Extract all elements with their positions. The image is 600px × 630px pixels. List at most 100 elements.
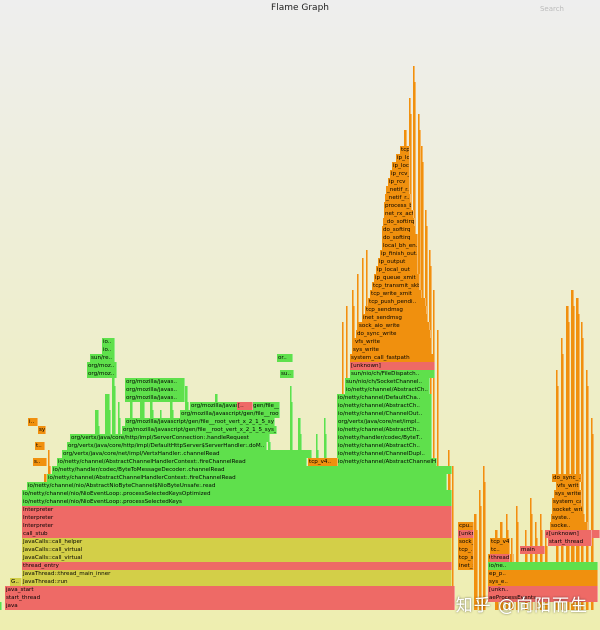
stack-frame[interactable]: do_softirq [382, 234, 418, 242]
stack-frame[interactable]: io/netty/handler/codec/ByteT.. [337, 434, 432, 442]
stack-frame[interactable]: ip_local_ [396, 154, 410, 162]
stack-frame[interactable]: sys_write [554, 490, 582, 498]
stack-frame[interactable]: ip_queue_xmit [374, 274, 420, 282]
stack-frame[interactable]: JavaCalls::call_virtual [22, 554, 452, 562]
stack-frame[interactable]: io/netty/channel/AbstractCh.. [337, 426, 432, 434]
stack-frame[interactable]: io/ne.. [488, 562, 598, 570]
stack-frame[interactable]: java [5, 602, 455, 610]
stack-frame[interactable]: tcp_v4_rcv [400, 146, 410, 154]
stack-frame[interactable]: JavaCalls::call_virtual [22, 546, 452, 554]
stack-frame[interactable]: org/moz.. [87, 362, 117, 370]
stack-frame[interactable]: tcp_sen.. [458, 554, 474, 562]
stack-frame[interactable]: org/moz.. [87, 370, 117, 378]
stack-frame[interactable]: G.. [10, 578, 22, 586]
stack-frame[interactable]: _netif_r.. [386, 186, 410, 194]
stack-frame[interactable]: or.. [277, 354, 293, 362]
stack-frame[interactable]: io/netty/channel/AbstractChannelHandlerC… [57, 458, 307, 466]
stack-frame[interactable]: ip_local.. [392, 162, 410, 170]
stack-frame[interactable]: thread_main [490, 554, 510, 562]
stack-frame[interactable]: JavaCalls::call_helper [22, 538, 452, 546]
stack-frame[interactable]: tcp_.. [458, 546, 474, 554]
stack-frame[interactable]: _do_softirq [383, 218, 415, 226]
stack-frame[interactable]: start_thread [5, 594, 455, 602]
stack-frame[interactable]: tcp_v4.. [308, 458, 338, 466]
stack-frame[interactable]: tcp_v4.. [490, 538, 510, 546]
stack-frame[interactable]: org/vertx/java/core/http/impl/DefaultHtt… [67, 442, 267, 450]
stack-frame[interactable]: inet_se.. [458, 562, 474, 570]
stack-frame[interactable]: org/vertx/java/core/net/impl.. [337, 418, 432, 426]
stack-frame[interactable]: t.. [35, 442, 45, 450]
stack-frame[interactable]: do_sync_write [356, 330, 431, 338]
stack-frame[interactable]: org/mozilla/javascript/gen/file__root_ve… [180, 410, 280, 418]
stack-frame[interactable]: io/netty/channel/ChannelDupl.. [337, 450, 432, 458]
stack-frame[interactable]: inet_sendmsg [362, 314, 428, 322]
stack-frame[interactable]: thread_entry [22, 562, 452, 570]
stack-frame[interactable]: java_start [5, 586, 455, 594]
stack-frame[interactable]: io/netty/channel/AbstractChannelHandlerC… [337, 458, 437, 466]
stack-frame[interactable]: io.. [102, 338, 115, 346]
stack-frame[interactable]: vfs_write [354, 338, 432, 346]
stack-frame[interactable]: _netif_r.. [385, 194, 411, 202]
stack-frame[interactable]: io/netty/channel/nio/AbstractNioByteChan… [27, 482, 447, 490]
stack-frame[interactable]: do_sync_.. [552, 474, 582, 482]
stack-frame[interactable]: socket_wri.. [552, 506, 584, 514]
stack-frame[interactable]: org/mozilla/javascript/gen/file__root_ve… [122, 426, 277, 434]
stack-frame[interactable]: tcp_push_pendi.. [368, 298, 426, 306]
stack-frame[interactable]: [unknown] [548, 530, 592, 538]
stack-frame[interactable]: tcp_sendmsg [365, 306, 427, 314]
stack-frame[interactable]: sock_aio.. [458, 538, 474, 546]
stack-frame[interactable]: [unkn.. [488, 586, 598, 594]
stack-frame[interactable]: su.. [280, 370, 294, 378]
stack-frame[interactable]: io/netty/channel/ChannelOut.. [337, 410, 432, 418]
stack-frame[interactable]: Interpreter [22, 522, 452, 530]
stack-frame[interactable]: ip_rcv [388, 178, 410, 186]
stack-frame[interactable]: main [520, 546, 545, 554]
stack-frame[interactable]: ip_rcv_fi.. [390, 170, 410, 178]
stack-frame[interactable]: syst.. [38, 426, 46, 434]
stack-frame[interactable]: org/mozilla/javascript/gen/file__root_ve… [190, 402, 280, 410]
stack-frame[interactable]: org/vertx/java/core/http/impl/ServerConn… [70, 434, 270, 442]
stack-frame[interactable]: socke.. [550, 522, 588, 530]
stack-frame[interactable]: org/mozilla/javas.. [125, 378, 185, 386]
search-button[interactable]: Search [539, 5, 564, 13]
stack-frame[interactable]: system_ca.. [552, 498, 582, 506]
stack-frame[interactable]: sys_write [352, 346, 432, 354]
stack-frame[interactable]: io/netty/channel/AbstractChannelHandlerC… [47, 474, 447, 482]
stack-frame[interactable]: sock_aio_write [358, 322, 430, 330]
stack-frame[interactable]: cpu.. [458, 522, 474, 530]
stack-frame[interactable]: system_call_fastpath [350, 354, 435, 362]
stack-frame[interactable]: io/netty/channel/nio/NioEventLoop:.proce… [22, 498, 452, 506]
stack-frame[interactable]: ep_p.. [488, 570, 598, 578]
stack-frame[interactable]: io/netty/channel/AbstractCh.. [337, 402, 432, 410]
stack-frame[interactable]: sys_e.. [488, 578, 598, 586]
stack-frame[interactable]: aeProcessEvents [488, 594, 598, 602]
stack-frame[interactable]: Interpreter [22, 506, 452, 514]
stack-frame[interactable]: io/netty/channel/AbstractCh.. [337, 442, 432, 450]
stack-frame[interactable]: [.. [237, 402, 253, 410]
stack-frame[interactable]: or.. [0, 602, 2, 610]
stack-frame[interactable]: process_ba.. [384, 202, 412, 210]
stack-frame[interactable]: ip_local_out [376, 266, 418, 274]
stack-frame[interactable]: org/mozilla/javascript/gen/file__root_ve… [125, 418, 275, 426]
stack-frame[interactable]: i.. [28, 418, 38, 426]
stack-frame[interactable]: sun/re.. [90, 354, 115, 362]
stack-frame[interactable]: JavaThread::thread_main_inner [22, 570, 452, 578]
stack-frame[interactable]: s.. [33, 458, 47, 466]
stack-frame[interactable]: sun/nio/ch/SocketChannel.. [345, 378, 430, 386]
stack-frame[interactable]: ip_finish_out.. [380, 250, 418, 258]
stack-frame[interactable]: [unkno.. [458, 530, 474, 538]
stack-frame[interactable]: io/netty/channel/DefaultCha.. [337, 394, 432, 402]
stack-frame[interactable]: syste.. [551, 514, 585, 522]
stack-frame[interactable]: Interpreter [22, 514, 452, 522]
stack-frame[interactable]: org/mozilla/javas.. [125, 386, 185, 394]
stack-frame[interactable]: tc.. [490, 546, 510, 554]
stack-frame[interactable]: io/netty/channel/AbstractCh.. [345, 386, 430, 394]
stack-frame[interactable]: call_stub [22, 530, 452, 538]
stack-frame[interactable]: org/vertx/java/core/net/impl/VertxHandle… [62, 450, 312, 458]
stack-frame[interactable]: [unknown] [350, 362, 435, 370]
stack-frame[interactable]: sun/nio/ch/FileDispatch.. [350, 370, 435, 378]
stack-frame[interactable]: do_softirq [382, 226, 416, 234]
stack-frame[interactable]: net_rx_act.. [384, 210, 414, 218]
stack-frame[interactable]: org/mozilla/javas.. [125, 394, 185, 402]
stack-frame[interactable]: ip_output [378, 258, 418, 266]
